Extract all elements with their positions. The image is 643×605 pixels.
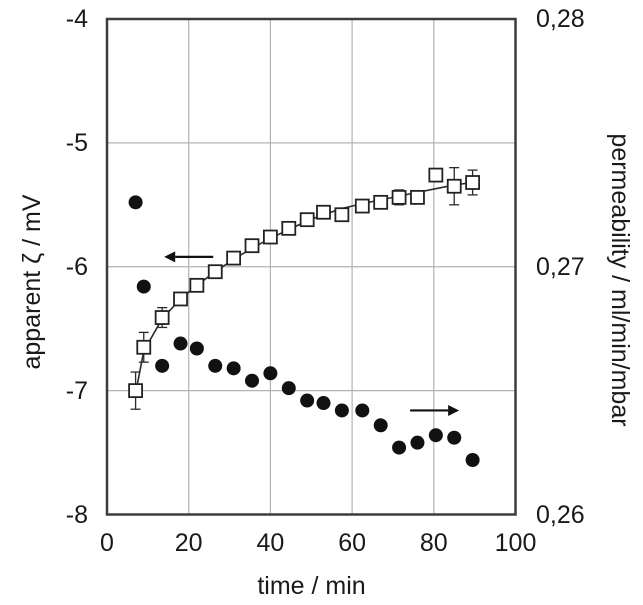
square-marker — [299, 212, 315, 228]
x-tick-label: 60 — [338, 529, 366, 557]
right-arrow-head — [448, 404, 460, 416]
circle-marker — [300, 393, 315, 408]
circle-marker — [373, 418, 388, 433]
x-axis-title: time / min — [257, 572, 366, 600]
circle-marker — [281, 381, 296, 396]
square-marker — [428, 167, 444, 183]
square-marker — [373, 194, 389, 210]
circle-marker — [316, 396, 331, 411]
x-tick-label: 100 — [494, 529, 537, 557]
circle-marker — [226, 361, 241, 376]
circle-marker — [465, 452, 480, 467]
square-marker — [154, 310, 170, 325]
x-tick-label: 80 — [419, 529, 448, 557]
square-marker — [391, 189, 407, 205]
square-marker — [334, 207, 350, 223]
x-tick-label: 20 — [174, 529, 203, 557]
circle-marker — [355, 403, 370, 418]
circle-marker — [189, 341, 204, 356]
square-marker — [354, 198, 370, 214]
circle-marker — [392, 440, 407, 455]
square-marker — [281, 220, 297, 236]
plot-frame — [105, 17, 517, 516]
y-left-tick-label: -7 — [65, 376, 88, 405]
square-marker — [189, 277, 205, 293]
left-arrow-head — [164, 251, 176, 263]
square-marker — [136, 339, 152, 355]
x-tick-label: 40 — [256, 529, 285, 557]
y-right-tick-label: 0,26 — [536, 500, 585, 529]
circle-marker — [208, 358, 223, 373]
circle-marker — [334, 403, 349, 418]
circle-marker — [173, 336, 188, 351]
circle-marker — [447, 430, 462, 445]
circle-marker — [155, 358, 170, 373]
square-marker — [465, 175, 481, 190]
square-marker — [244, 238, 260, 254]
y-right-tick-label: 0,28 — [536, 5, 585, 33]
y-right-tick-label: 0,27 — [536, 252, 585, 281]
x-tick-label: 0 — [100, 529, 114, 557]
square-marker — [226, 250, 242, 266]
circle-marker — [410, 435, 425, 450]
square-marker — [446, 178, 462, 194]
square-marker — [316, 204, 331, 220]
circle-marker — [263, 366, 278, 381]
y-right-axis-title: permeability / ml/min/mbar — [606, 133, 634, 427]
circle-marker — [245, 373, 260, 388]
square-marker — [207, 264, 223, 280]
circle-marker — [428, 428, 443, 443]
circle-marker — [128, 195, 143, 210]
circle-marker — [136, 279, 151, 294]
square-marker — [410, 189, 425, 205]
y-left-tick-label: -4 — [65, 5, 88, 33]
y-left-tick-label: -5 — [65, 128, 88, 157]
y-left-tick-label: -8 — [65, 500, 88, 529]
square-marker — [128, 383, 143, 399]
y-left-axis-title: apparent ζ / mV — [18, 194, 46, 370]
y-left-tick-label: -6 — [65, 252, 88, 281]
square-marker — [173, 291, 188, 307]
square-marker — [262, 229, 278, 245]
